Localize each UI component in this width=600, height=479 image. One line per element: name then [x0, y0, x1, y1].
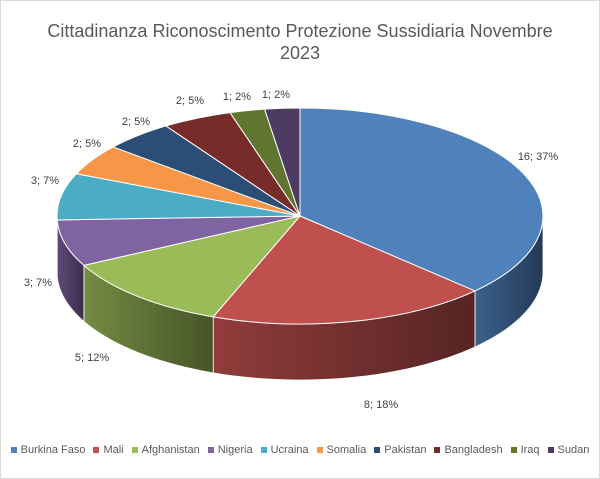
pie-slice-afghanistan	[82, 215, 302, 318]
legend-item-afghanistan: Afghanistan	[131, 444, 200, 456]
legend-label: Iraq	[520, 444, 540, 456]
legend-item-sudan: Sudan	[547, 444, 590, 456]
legend-item-mali: Mali	[93, 444, 124, 456]
data-label-ucraina: 3; 7%	[31, 175, 59, 187]
pie-sides	[56, 215, 544, 381]
legend-label: Ucraina	[270, 444, 309, 456]
data-label-pakistan: 2; 5%	[122, 116, 150, 128]
legend-swatch	[207, 447, 214, 453]
legend-swatch	[434, 447, 441, 453]
pie-top	[56, 107, 544, 325]
data-label-iraq: 1; 2%	[223, 91, 251, 103]
pie-slice-sudan	[263, 107, 301, 217]
data-label-nigeria: 3; 7%	[24, 277, 52, 289]
legend-label: Burkina Faso	[20, 444, 86, 456]
legend-swatch	[93, 447, 100, 453]
data-label-somalia: 2; 5%	[73, 138, 101, 150]
legend-item-pakistan: Pakistan	[374, 444, 426, 456]
legend-label: Afghanistan	[141, 444, 200, 456]
legend-item-ucraina: Ucraina	[260, 444, 309, 456]
data-label-mali: 8; 18%	[364, 399, 398, 411]
legend-item-somalia: Somalia	[316, 444, 367, 456]
legend-label: Mali	[103, 444, 124, 456]
legend-swatch	[510, 447, 517, 453]
legend-swatch	[131, 447, 138, 453]
legend-item-bangladesh: Bangladesh	[434, 444, 503, 456]
legend-item-burkina-faso: Burkina Faso	[10, 444, 86, 456]
legend-item-iraq: Iraq	[510, 444, 540, 456]
data-label-burkina-faso: 16; 37%	[518, 151, 559, 163]
chart-title-line1: Cittadinanza Riconoscimento Protezione S…	[47, 21, 553, 41]
pie-slice-mali	[212, 215, 477, 325]
pie-slice-nigeria	[56, 215, 301, 266]
data-label-sudan: 1; 2%	[262, 89, 290, 101]
legend-label: Somalia	[326, 444, 367, 456]
chart-title-line2: 2023	[279, 43, 321, 63]
legend-label: Sudan	[557, 444, 590, 456]
legend-swatch	[547, 447, 554, 453]
chart-title: Cittadinanza Riconoscimento Protezione S…	[0, 20, 600, 64]
legend-label: Bangladesh	[444, 444, 503, 456]
data-label-bangladesh: 2; 5%	[176, 95, 204, 107]
legend-item-nigeria: Nigeria	[207, 444, 253, 456]
legend-swatch	[260, 447, 267, 453]
legend-swatch	[316, 447, 323, 453]
legend-swatch	[10, 447, 17, 453]
data-label-afghanistan: 5; 12%	[75, 352, 109, 364]
chart-legend: Burkina Faso Mali Afghanistan Nigeria Ucrain…	[0, 444, 600, 456]
legend-label: Pakistan	[384, 444, 427, 456]
pie-slice-ucraina	[56, 173, 301, 221]
pie-slice-burkina-faso	[299, 107, 544, 292]
legend-label: Nigeria	[217, 444, 253, 456]
legend-swatch	[374, 447, 381, 453]
